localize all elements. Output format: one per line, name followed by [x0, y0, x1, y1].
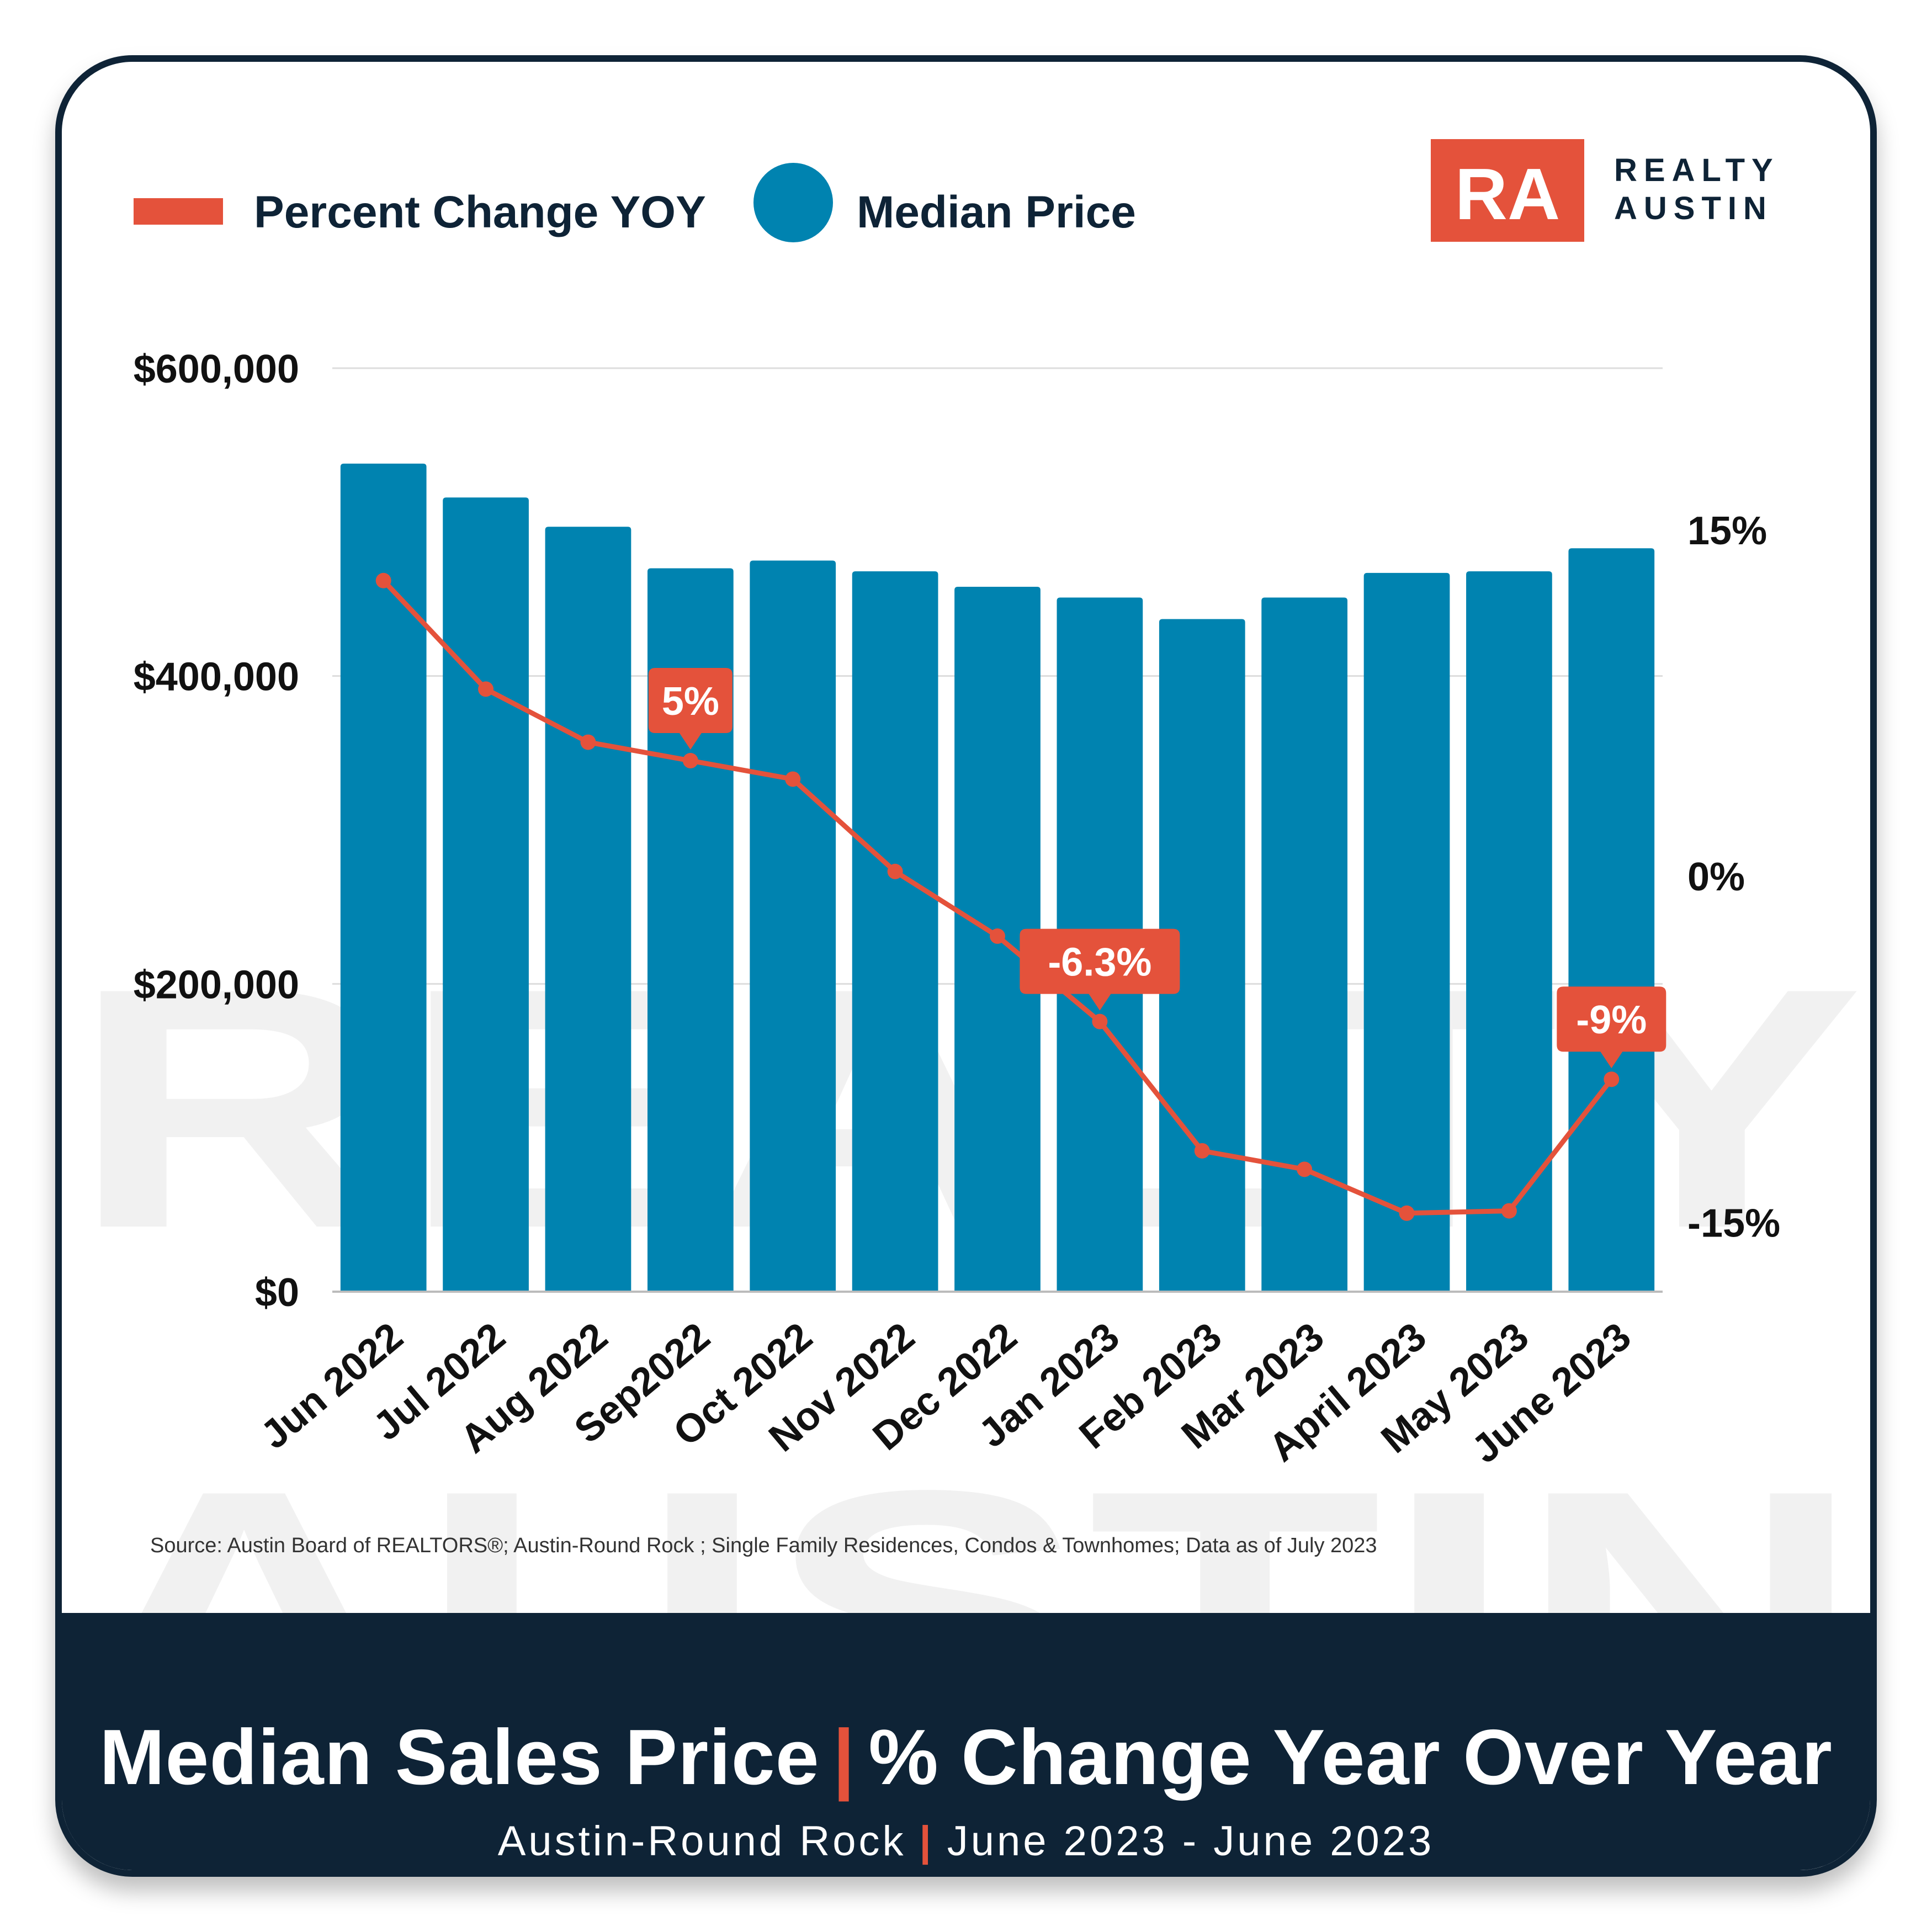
annotation-label: 5%	[662, 680, 719, 724]
line-point	[887, 863, 903, 879]
line-point	[1297, 1161, 1313, 1177]
bar	[1466, 571, 1552, 1292]
line-point	[1604, 1071, 1620, 1087]
annotation-label: -6.3%	[1048, 941, 1151, 985]
y-left-tick-label: $400,000	[134, 655, 299, 699]
line-point	[785, 771, 801, 787]
logo-mark-box	[1431, 139, 1584, 242]
line-point	[580, 734, 596, 750]
plot-area: $0$200,000$400,000$600,000-15%0%15%Jun 2…	[134, 347, 1780, 1472]
footer-subtitle-left: Austin-Round Rock	[497, 1818, 906, 1865]
y-right-tick-label: 15%	[1687, 509, 1767, 553]
chart-card: REALTY AUSTIN Percent Change YOY Median …	[55, 55, 1877, 1877]
logo-line-2: AUSTIN	[1614, 190, 1773, 226]
source-note: Source: Austin Board of REALTORS®; Austi…	[150, 1534, 1377, 1557]
annotation-callout	[1020, 928, 1180, 1011]
footer-title-right: % Change Year Over Year	[868, 1713, 1833, 1801]
line-point	[1501, 1203, 1517, 1219]
footer-subtitle-right: June 2023 - June 2023	[947, 1818, 1435, 1865]
realty-austin-logo: RA REALTY AUSTIN	[1431, 139, 1780, 242]
footer-title-left: Median Sales Price	[99, 1713, 820, 1801]
line-point	[1194, 1143, 1210, 1159]
bar	[340, 463, 427, 1292]
bar	[1363, 572, 1450, 1292]
bar	[443, 497, 529, 1292]
bar	[647, 568, 734, 1292]
footer: Median Sales Price |% Change Year Over Ye…	[62, 1613, 1870, 1870]
y-right-tick-label: -15%	[1687, 1202, 1780, 1246]
line-point	[375, 572, 391, 588]
logo-line-1: REALTY	[1614, 152, 1780, 188]
bar	[750, 560, 836, 1292]
bar	[545, 527, 631, 1292]
footer-title: Median Sales Price |% Change Year Over Ye…	[62, 1712, 1870, 1803]
logo-mark: RA	[1455, 153, 1561, 235]
footer-subtitle: Austin-Round Rock | June 2023 - June 2023	[62, 1817, 1870, 1865]
legend-line-label: Percent Change YOY	[254, 187, 706, 237]
annotation-label: -9%	[1576, 998, 1647, 1042]
watermark-line-2: AUSTIN	[70, 1420, 1864, 1613]
footer-title-separator: |	[832, 1713, 856, 1801]
footer-subtitle-separator: |	[919, 1818, 934, 1865]
line-point	[990, 928, 1005, 944]
legend-line-swatch	[134, 198, 223, 225]
y-right-tick-label: 0%	[1687, 855, 1745, 899]
chart: REALTY AUSTIN Percent Change YOY Median …	[70, 139, 1864, 1613]
annotation-callout	[648, 668, 733, 750]
bar	[1261, 597, 1348, 1292]
y-left-tick-label: $0	[255, 1271, 299, 1315]
y-left-tick-label: $200,000	[134, 963, 299, 1007]
line-point	[682, 753, 698, 769]
line-point	[478, 681, 494, 697]
legend-bar-swatch	[753, 163, 833, 242]
legend-bar-label: Median Price	[857, 187, 1136, 237]
line-point	[1092, 1013, 1108, 1029]
y-left-tick-label: $600,000	[134, 347, 299, 391]
line-point	[1399, 1205, 1415, 1221]
legend: Percent Change YOY Median Price	[134, 163, 1136, 242]
bar	[1568, 548, 1655, 1292]
annotation-callout	[1557, 986, 1666, 1069]
bar	[852, 571, 938, 1292]
